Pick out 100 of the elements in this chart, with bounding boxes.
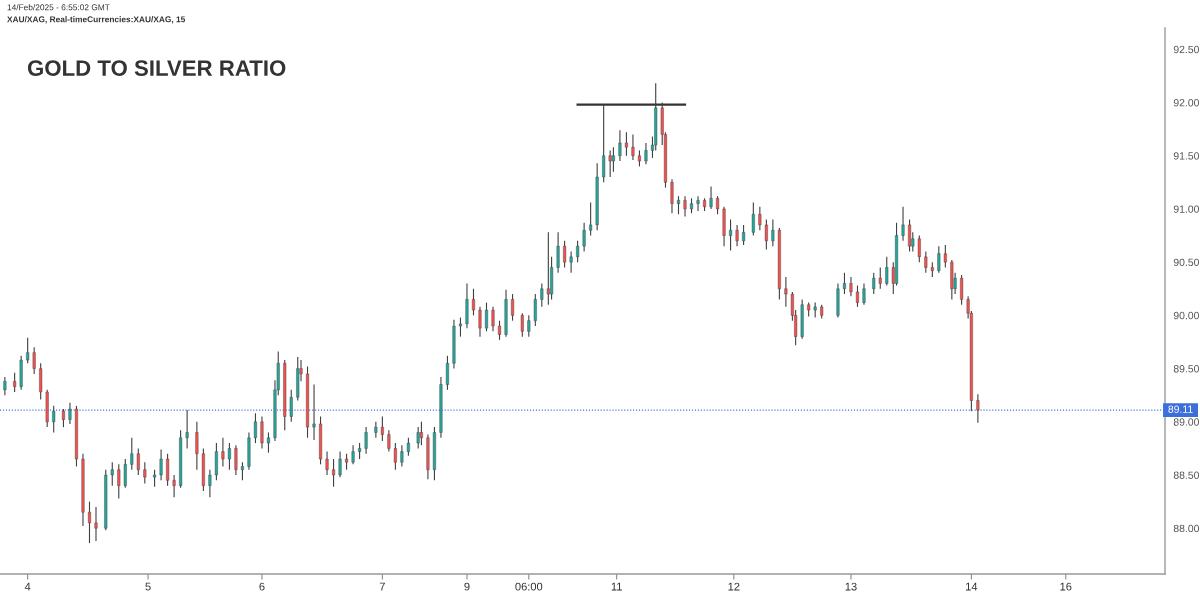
candlestick [527, 314, 531, 338]
candlestick [406, 437, 410, 457]
candlestick [556, 231, 560, 274]
candlestick [68, 402, 72, 425]
candlestick [39, 362, 43, 401]
candlestick [471, 288, 475, 316]
candlestick [374, 421, 378, 439]
candlestick [771, 219, 775, 247]
candlestick [546, 231, 550, 306]
candlestick [289, 389, 293, 423]
candlestick [478, 306, 482, 338]
candlestick [172, 474, 176, 498]
candlestick [380, 415, 384, 442]
candlestick [123, 458, 127, 489]
candlestick [576, 240, 580, 263]
candlestick [312, 383, 316, 441]
candlestick [729, 219, 733, 251]
candlestick [764, 219, 768, 250]
candlestick [325, 451, 329, 476]
candlestick [709, 186, 713, 210]
candlestick [589, 201, 593, 237]
candlestick [458, 316, 462, 338]
candlestick [511, 293, 515, 322]
candlestick [917, 234, 921, 263]
candlestick [498, 320, 502, 341]
x-tick-label: 4 [24, 582, 31, 591]
candlestick [13, 372, 17, 393]
candlestick [400, 444, 404, 468]
x-tick-label: 14 [966, 582, 978, 591]
y-tick-label: 88.00 [1173, 524, 1199, 533]
x-tick-label: 6 [259, 582, 265, 591]
y-tick-label: 92.50 [1173, 45, 1199, 54]
candlestick [61, 408, 65, 428]
candlestick [136, 447, 140, 476]
candlestick [885, 256, 889, 287]
candlestick [208, 469, 212, 498]
x-tick-label: 7 [379, 582, 385, 591]
text: GOLD TO SILVER RATIO [27, 60, 286, 76]
candlestick [716, 195, 720, 215]
candlestick [387, 429, 391, 453]
text: 14/Feb/2025 - 6:55:02 GMT [7, 4, 110, 11]
candlestick [195, 421, 199, 471]
candlestick [862, 282, 866, 306]
candlestick [878, 266, 882, 290]
y-tick-label: 89.00 [1173, 418, 1199, 426]
candlestick [338, 451, 342, 478]
candlestick [419, 421, 423, 446]
candlestick [520, 312, 524, 338]
candlestick [943, 244, 947, 269]
candlestick [484, 302, 489, 332]
y-tick-label: 89.50 [1173, 365, 1199, 373]
candlestick [221, 437, 225, 468]
candlestick [624, 131, 628, 157]
y-tick-label: 90.00 [1173, 311, 1199, 320]
candlestick [214, 442, 218, 481]
candlestick [670, 178, 674, 214]
candlestick [364, 426, 368, 455]
candlestick [908, 219, 912, 253]
candlestick [234, 444, 238, 476]
x-tick-label: 16 [1060, 582, 1072, 591]
candlestick [332, 458, 336, 488]
x-tick-label: 9 [464, 582, 470, 591]
candlestick [3, 376, 7, 396]
ref-line-label: 89.11 [1168, 405, 1193, 413]
candlestick [540, 282, 544, 308]
candlestick [696, 195, 700, 212]
candlestick [751, 201, 755, 237]
candlestick [87, 501, 91, 544]
candlestick [52, 405, 56, 433]
candlestick [842, 272, 846, 295]
candlestick [393, 442, 397, 471]
candlestick [32, 346, 36, 375]
candlestick [608, 149, 612, 178]
candlestick [631, 133, 635, 161]
candlestick [110, 461, 114, 487]
candlestick [618, 129, 622, 162]
candlestick [130, 437, 134, 471]
candlestick [569, 250, 573, 274]
y-tick-label: 91.00 [1173, 205, 1199, 213]
x-tick-label: 11 [611, 582, 622, 591]
candlestick [683, 195, 687, 217]
candlestick [533, 293, 537, 327]
candlestick [582, 222, 586, 253]
y-tick-label: 88.50 [1173, 471, 1199, 479]
candlestick [266, 431, 270, 454]
candlestick [872, 272, 876, 295]
candlestick [784, 276, 788, 308]
candlestick [117, 463, 121, 499]
candlestick [143, 461, 147, 485]
candlestick [937, 245, 941, 274]
x-tick-label: 06:00 [515, 582, 543, 591]
y-tick-label: 90.50 [1173, 258, 1199, 267]
candlestick [351, 444, 355, 465]
candlestick [166, 453, 170, 487]
chart-subtitle: XAU/XAG, Real-timeCurrencies:XAU/XAG, 15 [7, 16, 186, 24]
x-tick-label: 5 [145, 582, 151, 591]
y-tick-label: 92.00 [1173, 99, 1199, 107]
candlestick [758, 206, 762, 231]
candlestick [563, 240, 567, 269]
candlestick [855, 285, 859, 308]
